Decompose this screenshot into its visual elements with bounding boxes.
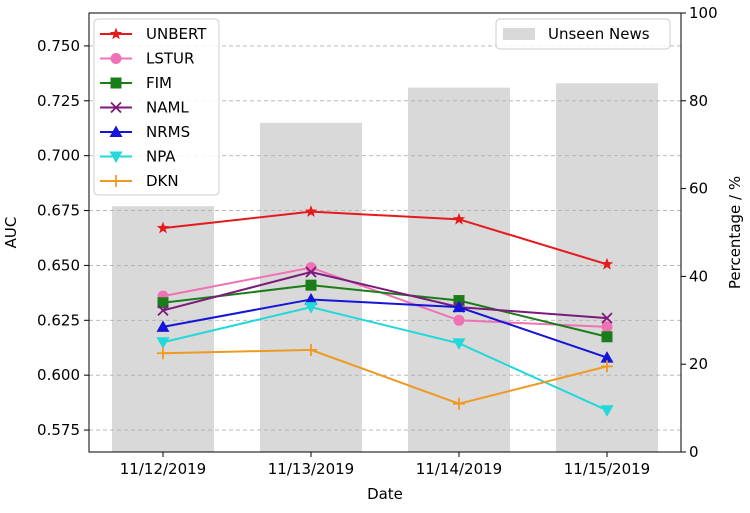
dkn-legend-label: DKN bbox=[146, 172, 179, 190]
naml-point bbox=[157, 304, 169, 317]
bars-legend bbox=[495, 18, 671, 50]
unbert-point bbox=[304, 205, 318, 217]
x-tick-label: 11/14/2019 bbox=[416, 460, 502, 478]
x-tick-label: 11/12/2019 bbox=[120, 460, 206, 478]
unseen-news-legend-label: Unseen News bbox=[548, 25, 650, 43]
plot-frame bbox=[88, 12, 682, 453]
npa-legend-marker bbox=[109, 151, 123, 163]
npa-point bbox=[304, 302, 318, 314]
nrms-point bbox=[304, 292, 318, 305]
unbert-legend-marker bbox=[109, 27, 123, 40]
y-tick-label: 0.725 bbox=[37, 92, 80, 110]
y-tick-label: 0.675 bbox=[37, 202, 80, 220]
naml-legend-marker bbox=[110, 101, 122, 114]
naml-point bbox=[601, 312, 613, 324]
x-axis-title: Date bbox=[367, 485, 403, 503]
fim-point bbox=[453, 295, 465, 307]
nrms-point bbox=[452, 300, 466, 313]
lstur-line bbox=[162, 266, 608, 328]
fim-legend-marker bbox=[110, 77, 122, 89]
npa-line bbox=[162, 306, 608, 412]
y-axis-title: AUC bbox=[2, 217, 20, 249]
y-tick-label: 0.600 bbox=[37, 366, 80, 384]
dkn-point bbox=[601, 360, 613, 373]
nrms-point bbox=[600, 351, 614, 363]
x-tick-label: 11/13/2019 bbox=[268, 460, 354, 478]
unbert-point bbox=[156, 221, 170, 234]
y2-axis-title: Percentage / % bbox=[726, 176, 744, 289]
dkn-point bbox=[305, 343, 317, 356]
y-tick-label: 0.750 bbox=[37, 37, 80, 55]
naml-line bbox=[162, 270, 608, 320]
dkn-point bbox=[453, 397, 465, 410]
nrms-legend-marker bbox=[109, 125, 123, 137]
naml-point bbox=[305, 266, 317, 278]
lstur-point bbox=[453, 314, 465, 326]
unbert-point bbox=[600, 257, 614, 270]
y2-tick-label: 40 bbox=[689, 267, 708, 285]
dkn-line bbox=[162, 348, 608, 405]
y2-tick-label: 20 bbox=[689, 355, 708, 373]
naml-legend-label: NAML bbox=[146, 99, 189, 117]
npa-point bbox=[600, 405, 614, 417]
fim-legend-label: FIM bbox=[146, 74, 172, 92]
x-tick-label: 11/15/2019 bbox=[564, 460, 650, 478]
y2-tick-label: 100 bbox=[689, 4, 718, 22]
y-tick-label: 0.700 bbox=[37, 147, 80, 165]
dkn-point bbox=[157, 347, 169, 360]
nrms-legend-label: NRMS bbox=[146, 123, 190, 141]
unbert-point bbox=[452, 212, 466, 225]
y2-tick-label: 0 bbox=[689, 443, 699, 461]
y-tick-label: 0.625 bbox=[37, 311, 80, 329]
y2-tick-label: 60 bbox=[689, 180, 708, 198]
y-tick-label: 0.650 bbox=[37, 256, 80, 274]
series-legend bbox=[93, 18, 220, 196]
nrms-line bbox=[162, 298, 608, 359]
y2-tick-label: 80 bbox=[689, 92, 708, 110]
fim-point bbox=[601, 331, 613, 343]
lstur-legend-marker bbox=[110, 53, 122, 64]
fim-point bbox=[305, 279, 317, 291]
unseen-news-bar bbox=[556, 83, 658, 453]
nrms-point bbox=[156, 320, 170, 332]
unbert-line bbox=[162, 210, 608, 266]
unseen-news-bar bbox=[408, 87, 510, 452]
npa-legend-label: NPA bbox=[146, 148, 176, 166]
y-tick-label: 0.575 bbox=[37, 421, 80, 439]
lstur-point bbox=[601, 321, 613, 333]
npa-point bbox=[452, 338, 466, 350]
npa-point bbox=[156, 337, 170, 349]
fim-point bbox=[157, 297, 169, 309]
unbert-legend-label: UNBERT bbox=[146, 25, 207, 43]
unseen-news-legend-swatch bbox=[503, 28, 535, 40]
lstur-legend-label: LSTUR bbox=[146, 50, 194, 68]
dkn-legend-marker bbox=[110, 175, 122, 187]
fim-line bbox=[162, 284, 608, 338]
